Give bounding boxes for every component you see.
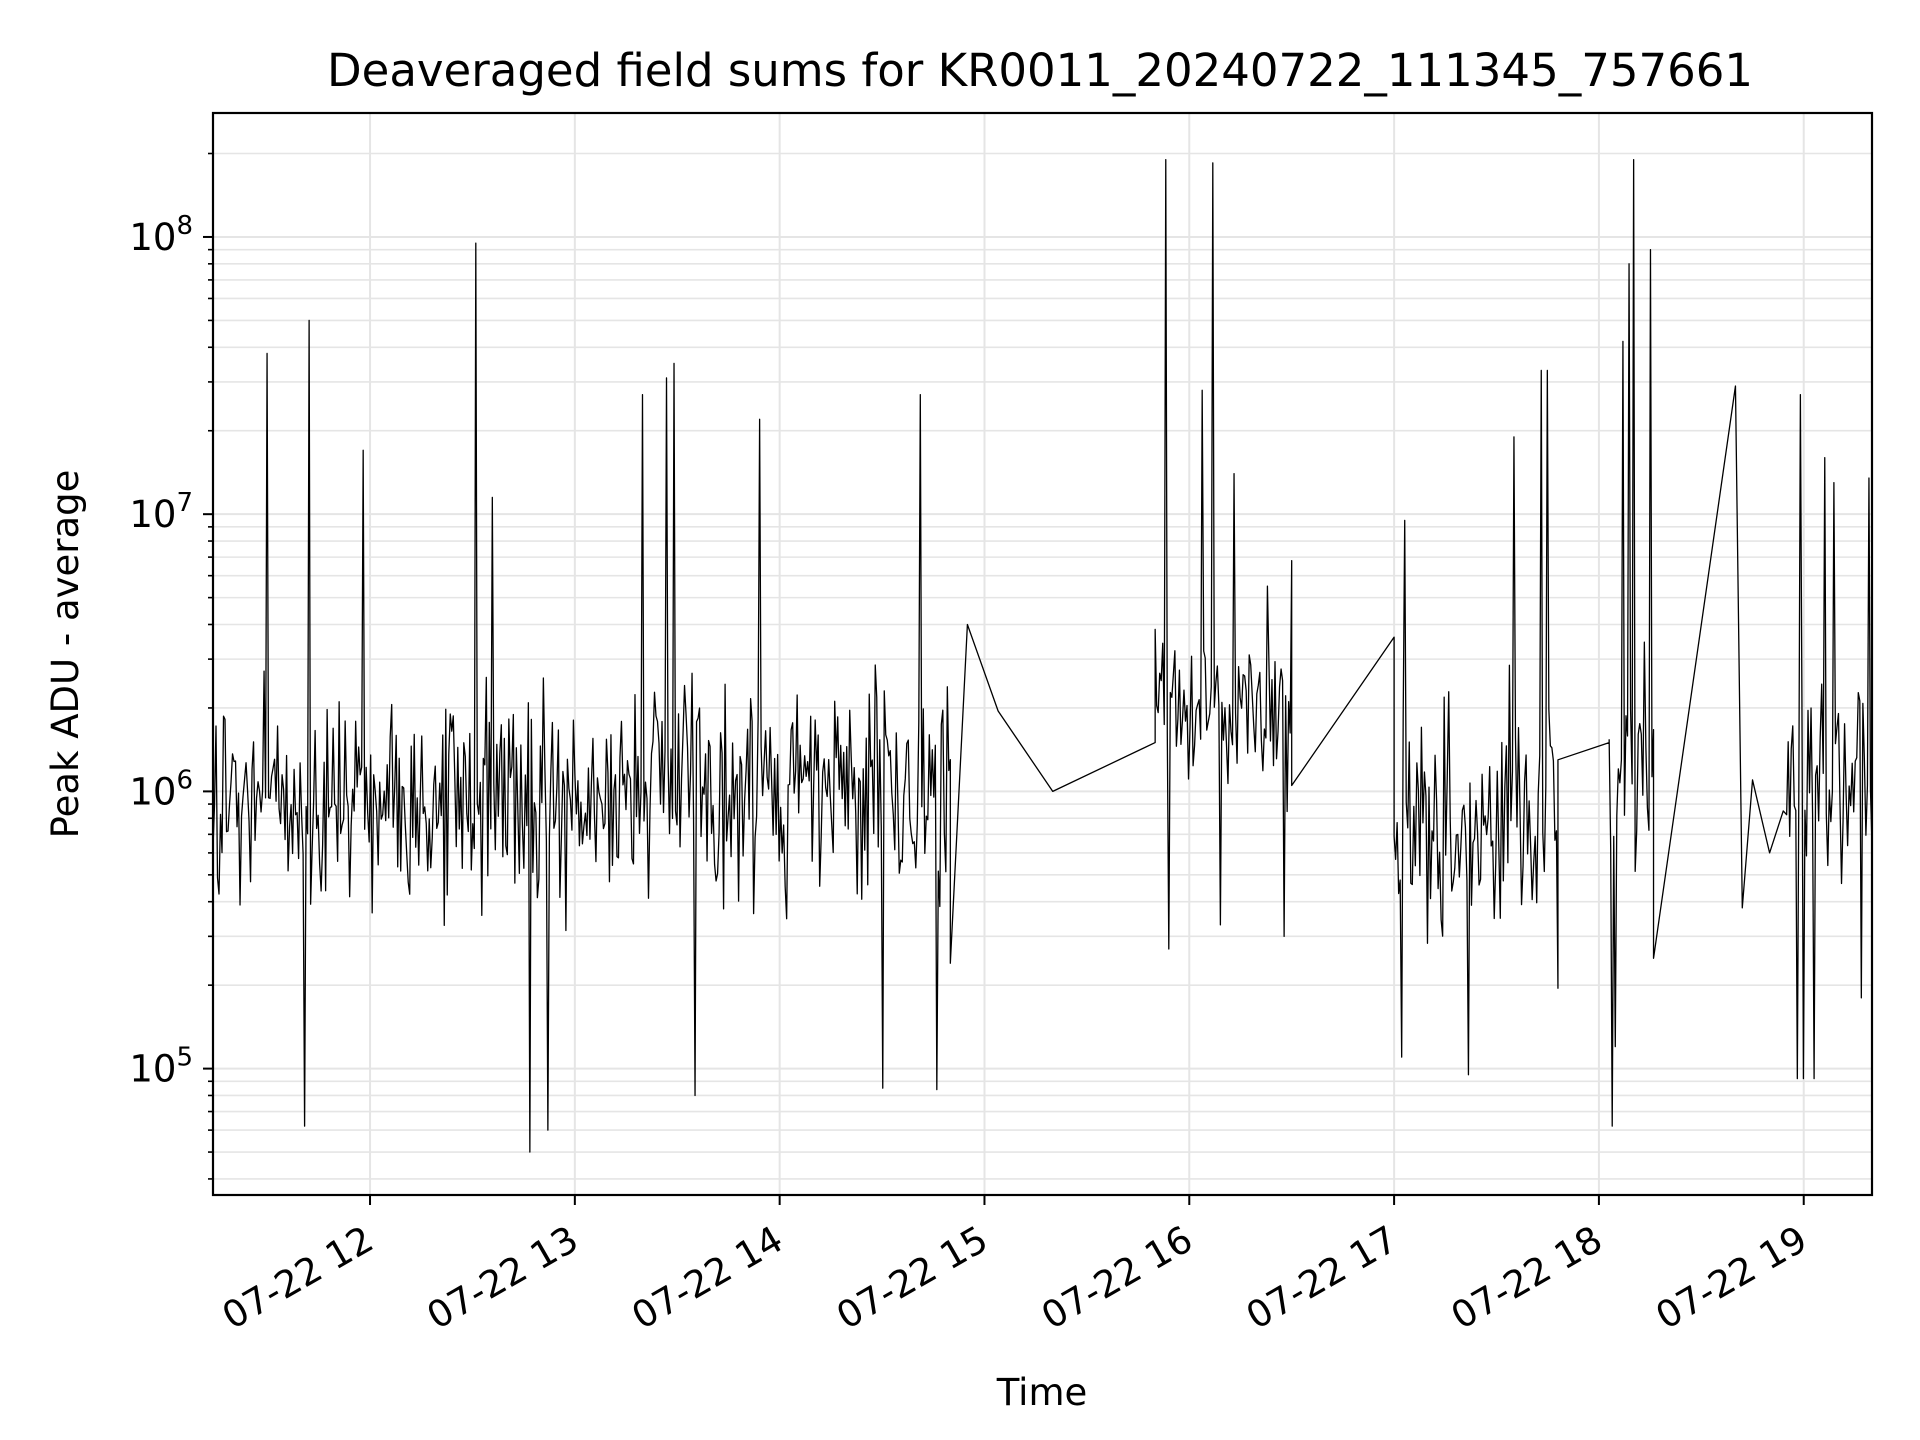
- x-axis-label: Time: [996, 1371, 1088, 1414]
- y-axis-label: Peak ADU - average: [44, 470, 87, 839]
- series-line: [212, 159, 1873, 1153]
- x-tick-label: 07-22 14: [625, 1218, 791, 1338]
- y-tick-label: 105: [129, 1043, 193, 1091]
- y-tick-label: 106: [129, 765, 193, 813]
- x-tick-label: 07-22 12: [215, 1218, 381, 1338]
- x-tick-label: 07-22 17: [1239, 1218, 1405, 1338]
- grid: [213, 113, 1872, 1195]
- x-tick-label: 07-22 19: [1649, 1218, 1815, 1338]
- x-tick-label: 07-22 18: [1444, 1218, 1610, 1338]
- x-axis: 07-22 12 07-22 13 07-22 14 07-22 15 07-22 16…: [215, 1195, 1814, 1338]
- x-tick-label: 07-22 13: [420, 1218, 586, 1338]
- x-tick-label: 07-22 16: [1034, 1218, 1200, 1338]
- y-tick-label: 107: [129, 488, 193, 536]
- chart-title: Deaveraged field sums for KR0011_2024072…: [327, 44, 1753, 97]
- y-tick-label: 108: [129, 211, 193, 259]
- y-axis: 105 106 107 108: [129, 152, 213, 1180]
- x-tick-label: 07-22 15: [829, 1218, 995, 1338]
- plot-frame: [211, 111, 1874, 1197]
- series-path: [212, 159, 1873, 1153]
